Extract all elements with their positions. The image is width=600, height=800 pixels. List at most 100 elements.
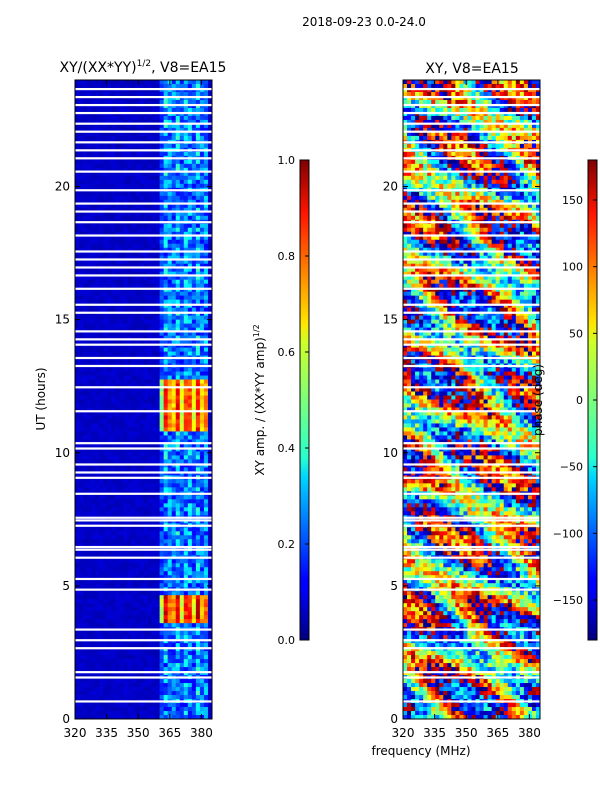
amplitude-cell <box>191 195 197 201</box>
amplitude-cell <box>151 415 156 420</box>
amplitude-cell <box>127 323 132 329</box>
amplitude-cell <box>175 159 181 165</box>
amplitude-cell <box>143 167 148 173</box>
amplitude-cell <box>159 251 165 257</box>
amplitude-cell <box>175 119 181 125</box>
amplitude-cell <box>119 583 124 588</box>
amplitude-cell <box>155 335 161 340</box>
amplitude-cell <box>155 371 161 376</box>
amplitude-cell <box>83 567 88 572</box>
amplitude-cell <box>175 251 181 257</box>
amplitude-cell <box>155 259 161 265</box>
amplitude-cell <box>195 451 201 456</box>
amplitude-cell <box>179 299 185 305</box>
amplitude-cell <box>119 171 124 177</box>
amplitude-cell <box>107 419 112 424</box>
amplitude-cell <box>115 367 120 372</box>
amplitude-cell <box>127 439 132 444</box>
amplitude-cell <box>139 207 144 213</box>
amplitude-cell <box>143 439 148 444</box>
amplitude-cell <box>203 115 209 121</box>
amplitude-cell <box>111 327 116 332</box>
amplitude-cell <box>183 267 189 273</box>
amplitude-cell <box>179 80 185 85</box>
amplitude-cell <box>163 387 169 392</box>
amplitude-cell <box>147 539 152 544</box>
amplitude-cell <box>119 415 124 420</box>
amplitude-cell <box>159 259 165 265</box>
amplitude-cell <box>171 295 177 301</box>
amplitude-cell <box>167 135 173 141</box>
amplitude-cell <box>115 663 120 668</box>
amplitude-cell <box>191 299 197 305</box>
amplitude-cell <box>171 407 177 412</box>
amplitude-cell <box>191 255 197 261</box>
amplitude-cell <box>203 451 209 456</box>
amplitude-cell <box>139 215 144 221</box>
amplitude-cell <box>199 359 205 364</box>
amplitude-cell <box>139 611 144 616</box>
amplitude-cell <box>191 327 197 332</box>
amplitude-cell <box>115 151 120 157</box>
amplitude-cell <box>199 507 205 512</box>
amplitude-cell <box>87 643 92 648</box>
amplitude-cell <box>147 367 152 372</box>
amplitude-cell <box>107 239 112 245</box>
amplitude-cell <box>151 375 156 380</box>
amplitude-cell <box>95 379 100 384</box>
amplitude-cell <box>123 623 128 628</box>
amplitude-cell <box>155 591 161 596</box>
amplitude-cell <box>111 135 116 141</box>
amplitude-cell <box>171 135 177 141</box>
amplitude-cell <box>107 655 112 660</box>
amplitude-cell <box>195 123 201 129</box>
amplitude-cell <box>103 231 108 237</box>
amplitude-cell <box>163 119 169 125</box>
amplitude-cell <box>79 511 84 516</box>
amplitude-cell <box>195 271 201 277</box>
amplitude-cell <box>199 215 205 221</box>
amplitude-cell <box>175 283 181 289</box>
amplitude-cell <box>131 579 136 584</box>
amplitude-cell <box>195 535 201 540</box>
amplitude-cell <box>203 599 209 604</box>
amplitude-cell <box>75 255 80 261</box>
amplitude-cell <box>167 295 173 301</box>
amplitude-cell <box>119 267 124 273</box>
amplitude-cell <box>87 387 92 392</box>
amplitude-cell <box>127 599 132 604</box>
amplitude-cell <box>107 223 112 229</box>
amplitude-cell <box>95 583 100 588</box>
amplitude-cell <box>159 183 165 189</box>
amplitude-cell <box>147 559 152 564</box>
amplitude-cell <box>139 315 144 321</box>
amplitude-cell <box>87 191 92 197</box>
amplitude-cell <box>123 575 128 580</box>
amplitude-cell <box>103 535 108 540</box>
amplitude-cell <box>95 319 100 325</box>
amplitude-cell <box>179 239 185 245</box>
amplitude-cell <box>127 163 132 169</box>
amplitude-cell <box>111 275 116 281</box>
amplitude-cell <box>91 415 96 420</box>
amplitude-cell <box>115 511 120 516</box>
amplitude-cell <box>115 123 120 129</box>
amplitude-cell <box>147 395 152 400</box>
amplitude-cell <box>203 335 209 340</box>
amplitude-cell <box>187 131 193 137</box>
amplitude-cell <box>119 347 124 352</box>
amplitude-cell <box>199 403 205 408</box>
amplitude-cell <box>171 595 177 600</box>
amplitude-cell <box>155 467 161 472</box>
amplitude-cell <box>143 371 148 376</box>
amplitude-cell <box>207 459 212 464</box>
amplitude-cell <box>199 339 205 344</box>
amplitude-cell <box>179 203 185 209</box>
amplitude-cell <box>199 631 205 636</box>
amplitude-cell <box>187 239 193 245</box>
amplitude-cell <box>139 191 144 197</box>
amplitude-cell <box>75 351 80 356</box>
amplitude-cell <box>131 439 136 444</box>
amplitude-cell <box>139 239 144 245</box>
amplitude-cell <box>131 319 136 325</box>
